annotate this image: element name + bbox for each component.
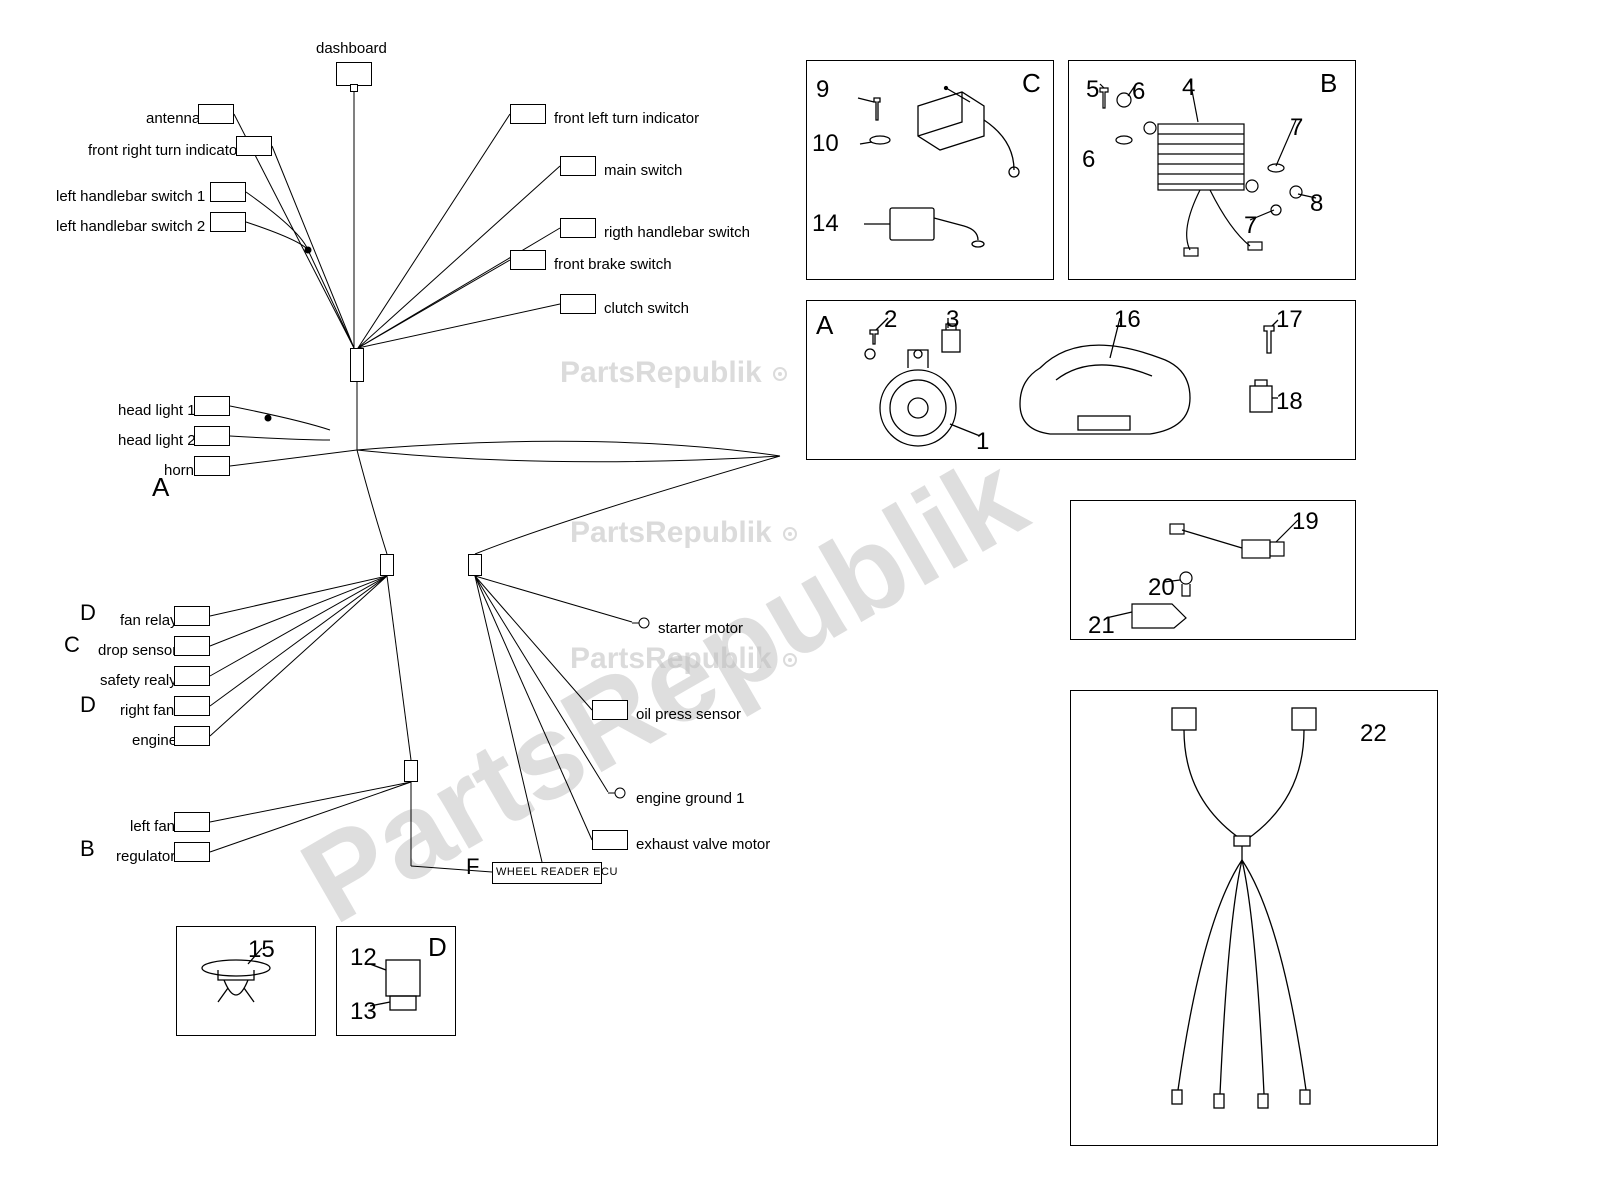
part-number: 5 bbox=[1086, 76, 1099, 104]
part-number: 7 bbox=[1244, 212, 1257, 240]
diagram-area: PartsRepublik PartsRepublik PartsRepubli… bbox=[0, 0, 1600, 1200]
watermark-small-2: PartsRepublik bbox=[570, 516, 800, 550]
junction-box bbox=[350, 348, 364, 382]
harness-22-drawing bbox=[1086, 702, 1422, 1134]
lower-left-label: fan relay bbox=[120, 612, 178, 629]
part-number: 10 bbox=[812, 130, 839, 158]
left-comp-box bbox=[210, 182, 246, 202]
right-comp-box bbox=[510, 250, 546, 270]
part-number: 17 bbox=[1276, 306, 1303, 334]
lower-right-label: exhaust valve motor bbox=[636, 836, 770, 853]
left-comp-label: head light 1 bbox=[118, 402, 196, 419]
part-number: 19 bbox=[1292, 508, 1319, 536]
left-comp-label: left handlebar switch 2 bbox=[56, 218, 205, 235]
section-letter-a-wiring: A bbox=[152, 472, 169, 503]
sub-c-drawing bbox=[850, 80, 1030, 270]
lower-right-box bbox=[592, 700, 628, 720]
part-number: 6 bbox=[1132, 78, 1145, 106]
part-number: 6 bbox=[1082, 146, 1095, 174]
part-number: 22 bbox=[1360, 720, 1387, 748]
part-number: 15 bbox=[248, 936, 275, 964]
left-comp-box bbox=[236, 136, 272, 156]
part-number: 9 bbox=[816, 76, 829, 104]
left-comp-box bbox=[210, 212, 246, 232]
section-letter-f: F bbox=[466, 854, 479, 880]
gear-icon bbox=[770, 364, 790, 384]
lower-left-box bbox=[174, 812, 210, 832]
part-number: 3 bbox=[946, 306, 959, 334]
left-comp-label: left handlebar switch 1 bbox=[56, 188, 205, 205]
left-comp-box bbox=[194, 456, 230, 476]
part-number: 21 bbox=[1088, 612, 1115, 640]
right-comp-box bbox=[560, 294, 596, 314]
lower-right-label: engine ground 1 bbox=[636, 790, 744, 807]
section-letter: D bbox=[80, 692, 96, 718]
lower-left-box bbox=[174, 696, 210, 716]
lower-left-label: regulator bbox=[116, 848, 175, 865]
section-letter: D bbox=[80, 600, 96, 626]
left-comp-label: antenna bbox=[146, 110, 200, 127]
gear-icon bbox=[780, 650, 800, 670]
part-number: 4 bbox=[1182, 74, 1195, 102]
lower-left-box bbox=[174, 666, 210, 686]
lower-right-box bbox=[632, 616, 650, 630]
lower-left-box bbox=[174, 606, 210, 626]
lower-right-box bbox=[592, 830, 628, 850]
watermark-small-3: PartsRepublik bbox=[570, 642, 800, 676]
dashboard-connector bbox=[350, 84, 358, 92]
lower-left-label: engine bbox=[132, 732, 177, 749]
lower-left-label: drop sensor bbox=[98, 642, 177, 659]
left-comp-box bbox=[194, 426, 230, 446]
part-number: 7 bbox=[1290, 114, 1303, 142]
sub-a-drawing bbox=[820, 308, 1350, 456]
part-number: 8 bbox=[1310, 190, 1323, 218]
right-comp-box bbox=[510, 104, 546, 124]
right-comp-label: main switch bbox=[604, 162, 682, 179]
wheel-reader-label: WHEEL READER ECU bbox=[496, 866, 618, 878]
left-comp-box bbox=[198, 104, 234, 124]
gear-icon bbox=[780, 524, 800, 544]
lower-left-label: safety realy bbox=[100, 672, 177, 689]
junction-box bbox=[380, 554, 394, 576]
lower-left-box bbox=[174, 726, 210, 746]
right-comp-label: clutch switch bbox=[604, 300, 689, 317]
right-comp-label: front left turn indicator bbox=[554, 110, 699, 127]
lower-right-box bbox=[608, 786, 626, 800]
dashboard-label: dashboard bbox=[316, 40, 387, 57]
left-comp-label: head light 2 bbox=[118, 432, 196, 449]
right-comp-box bbox=[560, 218, 596, 238]
dashboard-box bbox=[336, 62, 372, 86]
lower-left-box bbox=[174, 842, 210, 862]
sub-b-drawing bbox=[1080, 70, 1350, 270]
lower-left-label: right fan bbox=[120, 702, 174, 719]
part-number: 18 bbox=[1276, 388, 1303, 416]
part-number: 13 bbox=[350, 998, 377, 1026]
watermark-text: PartsRepublik bbox=[281, 429, 1047, 949]
watermark-small-1: PartsRepublik bbox=[560, 356, 790, 390]
part-number: 14 bbox=[812, 210, 839, 238]
left-comp-box bbox=[194, 396, 230, 416]
part-number: 2 bbox=[884, 306, 897, 334]
lower-left-label: left fan bbox=[130, 818, 175, 835]
relay-d-drawing bbox=[370, 950, 440, 1028]
part-number: 1 bbox=[976, 428, 989, 456]
left-comp-label: front right turn indicator bbox=[88, 142, 242, 159]
lower-right-label: starter motor bbox=[658, 620, 743, 637]
part-number: 16 bbox=[1114, 306, 1141, 334]
right-comp-box bbox=[560, 156, 596, 176]
lower-left-box bbox=[174, 636, 210, 656]
part-number: 12 bbox=[350, 944, 377, 972]
right-comp-label: rigth handlebar switch bbox=[604, 224, 750, 241]
right-comp-label: front brake switch bbox=[554, 256, 672, 273]
lower-right-label: oil press sensor bbox=[636, 706, 741, 723]
section-letter: B bbox=[80, 836, 95, 862]
section-letter: C bbox=[64, 632, 80, 658]
junction-box bbox=[404, 760, 418, 782]
clip-15-drawing bbox=[188, 940, 304, 1028]
part-number: 20 bbox=[1148, 574, 1175, 602]
junction-box bbox=[468, 554, 482, 576]
watermark-large: PartsRepublik bbox=[280, 428, 1048, 951]
